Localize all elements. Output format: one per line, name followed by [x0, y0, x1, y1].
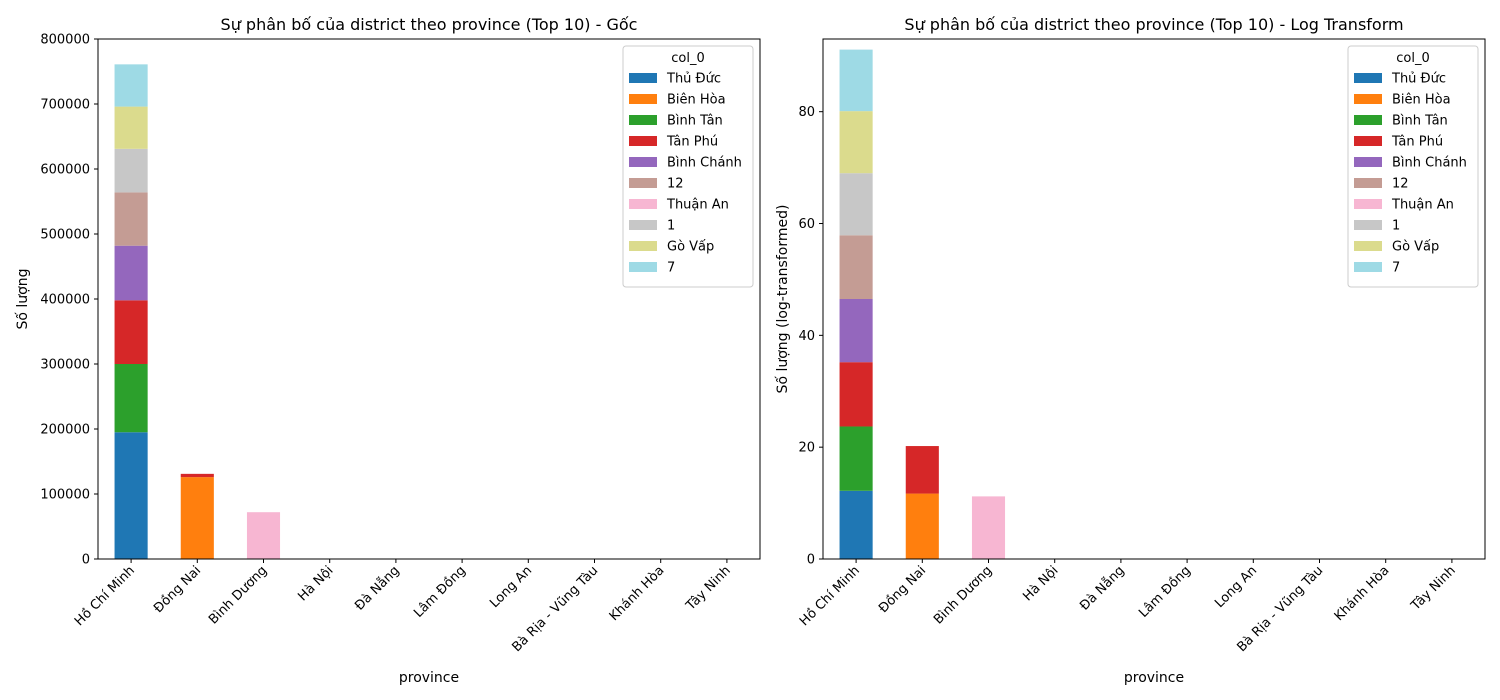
y-tick-label: 100000 [40, 488, 90, 503]
legend-swatch [629, 262, 657, 272]
y-tick-label: 700000 [40, 98, 90, 113]
legend-swatch [629, 157, 657, 167]
legend-swatch [629, 178, 657, 188]
bar-segment [839, 426, 873, 491]
bar-segment [114, 192, 148, 246]
bar-segment [246, 512, 281, 559]
bar-segment [114, 106, 148, 149]
legend-label: Bình Tân [667, 114, 723, 129]
legend-swatch [629, 241, 657, 251]
chart-title: Sự phân bố của district theo province (T… [221, 15, 638, 34]
legend-swatch [1354, 157, 1382, 167]
bars-layer [114, 64, 281, 559]
legend-label: Thủ Đức [1391, 72, 1446, 87]
legend-label: Bình Chánh [1392, 156, 1467, 171]
legend-swatch [629, 199, 657, 209]
legend-label: Thuận An [1391, 198, 1454, 213]
y-tick-label: 20 [798, 441, 815, 456]
legend-label: Thủ Đức [666, 72, 721, 87]
y-tick-label: 40 [798, 329, 815, 344]
legend-swatch [629, 220, 657, 230]
y-tick-label: 200000 [40, 423, 90, 438]
y-tick-label: 500000 [40, 228, 90, 243]
x-axis-label: province [1124, 670, 1184, 686]
plot-frame [822, 38, 1486, 560]
bar-segment [114, 300, 148, 364]
chart-title: Sự phân bố của district theo province (T… [904, 15, 1403, 34]
legend: col_0 Thủ Đức Biên Hòa Bình Tân Tân Phú Bình … [1347, 45, 1479, 288]
y-tick-label: 400000 [40, 293, 90, 308]
legend-swatch [629, 136, 657, 146]
legend-label: Tân Phú [1391, 135, 1443, 150]
bar-segment [905, 446, 939, 494]
bar-segment [971, 496, 1006, 559]
legend-swatch [1354, 262, 1382, 272]
legend: col_0 Thủ Đức Biên Hòa Bình Tân Tân Phú Bình … [622, 45, 754, 288]
bar-segment [114, 148, 148, 193]
y-tick-label: 60 [798, 217, 815, 232]
legend-label: Tân Phú [666, 135, 718, 150]
legend-swatch [1354, 241, 1382, 251]
bar-segment [839, 299, 873, 363]
bar-segment [839, 49, 873, 112]
legend-label: 12 [1392, 177, 1409, 192]
bar-segment [114, 432, 148, 559]
legend-label: 7 [1392, 261, 1400, 276]
legend-label: Gò Vấp [1392, 240, 1439, 255]
y-tick-label: 800000 [40, 33, 90, 48]
legend-label: Biên Hòa [667, 93, 726, 108]
legend-label: 1 [1392, 219, 1400, 234]
legend-label: 7 [667, 261, 675, 276]
legend-title: col_0 [671, 51, 704, 66]
legend-label: Bình Tân [1392, 114, 1448, 129]
y-tick-label: 0 [82, 553, 90, 568]
y-tick-label: 80 [798, 105, 815, 120]
legend-swatch [629, 115, 657, 125]
legend-swatch [1354, 178, 1382, 188]
y-tick-label: 600000 [40, 163, 90, 178]
x-axis-label: province [399, 670, 459, 686]
bar-segment [180, 477, 214, 559]
bar-segment [839, 111, 873, 174]
legend-label: Thuận An [666, 198, 729, 213]
legend-title: col_0 [1396, 51, 1429, 66]
y-tick-label: 0 [807, 553, 815, 568]
bar-segment [839, 173, 873, 236]
bar-segment [839, 490, 873, 559]
plot-frame [97, 38, 761, 560]
bar-segment [114, 64, 148, 107]
y-axis-label: Số lượng (log-transformed) [774, 205, 791, 394]
legend-label: 1 [667, 219, 675, 234]
bar-segment [839, 235, 873, 299]
legend-label: Gò Vấp [667, 240, 714, 255]
legend-swatch [629, 94, 657, 104]
bar-segment [114, 245, 148, 301]
legend-swatch [1354, 220, 1382, 230]
legend-label: 12 [667, 177, 684, 192]
bars-layer [839, 49, 1006, 559]
legend-swatch [1354, 73, 1382, 83]
legend-swatch [1354, 115, 1382, 125]
bar-segment [905, 493, 939, 559]
legend-label: Biên Hòa [1392, 93, 1451, 108]
legend-swatch [1354, 136, 1382, 146]
bar-segment [114, 364, 148, 433]
legend-swatch [1354, 199, 1382, 209]
legend-swatch [1354, 94, 1382, 104]
y-axis-label: Số lượng [14, 269, 31, 330]
legend-label: Bình Chánh [667, 156, 742, 171]
bar-segment [839, 362, 873, 427]
legend-swatch [629, 73, 657, 83]
y-tick-label: 300000 [40, 358, 90, 373]
bar-segment [180, 473, 214, 478]
